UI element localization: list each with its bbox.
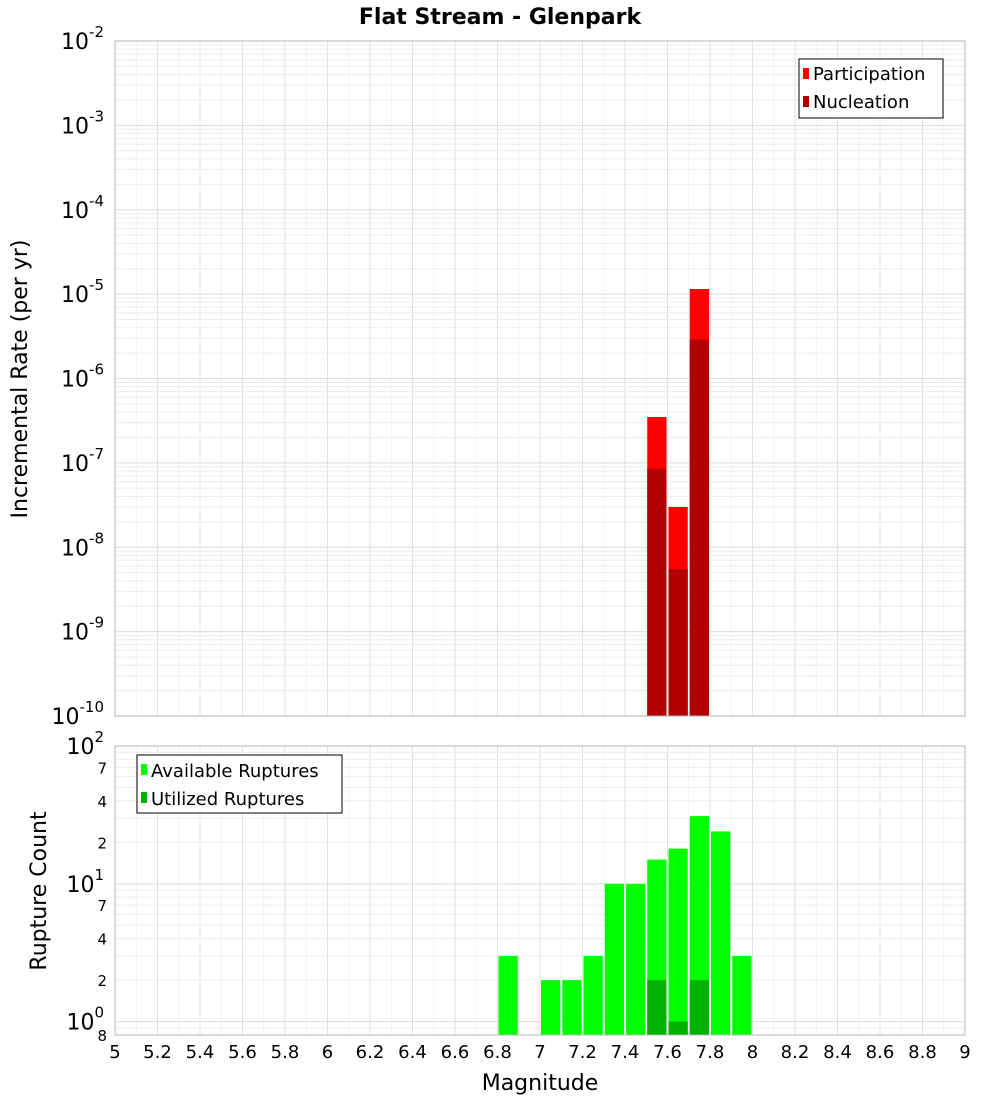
available-ruptures-bar — [541, 980, 561, 1035]
x-tick-label: 7.4 — [611, 1042, 640, 1063]
available-ruptures-bar — [562, 980, 582, 1035]
utilized-ruptures-bars — [647, 980, 709, 1035]
rate-plot-border — [114, 40, 966, 717]
x-tick-label: 5 — [109, 1042, 120, 1063]
x-tick-label: 8.2 — [781, 1042, 810, 1063]
rupture-y-axis-label: Rupture Count — [27, 811, 52, 971]
y-minor-tick-label: 4 — [97, 931, 107, 949]
rupture-plot-border — [114, 745, 966, 1036]
available-ruptures-bar — [711, 831, 731, 1035]
x-tick-labels: 5 5.2 5.4 5.6 5.8 6 6.2 6.4 6.6 6.8 7 7.2 7.4 7.6 7.8 8… — [109, 1042, 970, 1063]
x-tick-label: 8 — [747, 1042, 758, 1063]
x-axis-label: Magnitude — [482, 1071, 599, 1096]
y-tick-label: 100 — [66, 1004, 104, 1036]
x-tick-label: 5.4 — [186, 1042, 215, 1063]
y-tick-label: 10-9 — [61, 614, 104, 646]
x-tick-label: 6.4 — [398, 1042, 427, 1063]
x-tick-label: 7.6 — [653, 1042, 682, 1063]
available-ruptures-bar — [626, 883, 646, 1035]
rate-plot-panel: 10-10 10-9 10-8 10-7 10-6 10-5 10-4 10-3 10-2 Pa… — [52, 23, 966, 730]
x-tick-label: 5.2 — [143, 1042, 172, 1063]
x-tick-label: 7.2 — [568, 1042, 597, 1063]
y-tick-label: 10-6 — [61, 361, 104, 393]
y-minor-tick-label: 8 — [97, 1027, 107, 1045]
rate-legend-box — [798, 58, 944, 119]
rate-legend: Participation Nucleation — [798, 58, 944, 119]
utilized-ruptures-legend-swatch — [141, 792, 147, 803]
x-tick-label: 7.8 — [696, 1042, 725, 1063]
x-tick-label: 5.6 — [228, 1042, 257, 1063]
rupture-count-plot-panel: 100 101 102 8 2 4 7 2 4 7 Available Ruptures Util… — [66, 728, 966, 1045]
participation-legend-label: Participation — [813, 64, 925, 85]
utilized-ruptures-bar — [689, 980, 709, 1035]
available-ruptures-bar — [732, 955, 752, 1035]
available-ruptures-legend-swatch — [141, 764, 147, 775]
available-ruptures-bar — [583, 955, 603, 1035]
available-ruptures-bar — [498, 955, 518, 1035]
y-tick-label: 10-7 — [61, 445, 104, 477]
y-minor-tick-label: 2 — [97, 972, 107, 990]
available-ruptures-legend-label: Available Ruptures — [151, 761, 319, 782]
nucleation-bar — [647, 468, 667, 716]
participation-legend-swatch — [803, 68, 809, 79]
available-ruptures-bars — [498, 816, 752, 1035]
y-tick-label: 10-4 — [61, 192, 104, 224]
x-tick-label: 9 — [959, 1042, 970, 1063]
utilized-ruptures-bar — [647, 980, 667, 1035]
nucleation-legend-label: Nucleation — [813, 92, 909, 113]
rate-plot-gridlines — [114, 41, 966, 717]
nucleation-bar — [668, 569, 688, 716]
y-tick-label: 10-8 — [61, 529, 104, 561]
nucleation-bars — [647, 339, 709, 716]
y-tick-label: 101 — [66, 866, 104, 898]
y-minor-tick-label: 7 — [97, 897, 107, 915]
y-minor-tick-label: 7 — [97, 759, 107, 777]
y-tick-label: 102 — [66, 728, 104, 760]
x-tick-label: 8.6 — [866, 1042, 895, 1063]
x-tick-label: 6.2 — [356, 1042, 385, 1063]
utilized-ruptures-legend-label: Utilized Ruptures — [151, 789, 304, 810]
rate-y-tick-labels: 10-10 10-9 10-8 10-7 10-6 10-5 10-4 10-3 10-2 — [52, 23, 105, 730]
y-tick-label: 10-3 — [61, 107, 104, 139]
x-tick-label: 7 — [534, 1042, 545, 1063]
y-tick-label: 10-10 — [52, 698, 105, 730]
utilized-ruptures-bar — [668, 1021, 688, 1035]
x-tick-label: 6 — [322, 1042, 333, 1063]
available-ruptures-bar — [604, 883, 624, 1035]
rate-y-axis-label: Incremental Rate (per yr) — [8, 240, 33, 519]
x-tick-label: 8.4 — [823, 1042, 852, 1063]
nucleation-bar — [689, 339, 709, 716]
nucleation-legend-swatch — [803, 96, 809, 107]
rupture-legend: Available Ruptures Utilized Ruptures — [136, 754, 343, 814]
chart-title: Flat Stream - Glenpark — [359, 5, 643, 30]
rupture-y-tick-labels: 100 101 102 8 2 4 7 2 4 7 — [66, 728, 107, 1045]
x-tick-label: 6.6 — [441, 1042, 470, 1063]
rupture-legend-box — [136, 754, 343, 814]
y-tick-label: 10-5 — [61, 276, 104, 308]
x-tick-label: 6.8 — [483, 1042, 512, 1063]
y-minor-tick-label: 2 — [97, 834, 107, 852]
available-ruptures-bar — [668, 848, 688, 1035]
y-minor-tick-label: 4 — [97, 793, 107, 811]
y-tick-label: 10-2 — [61, 23, 104, 55]
x-tick-label: 5.8 — [271, 1042, 300, 1063]
x-tick-label: 8.8 — [908, 1042, 937, 1063]
